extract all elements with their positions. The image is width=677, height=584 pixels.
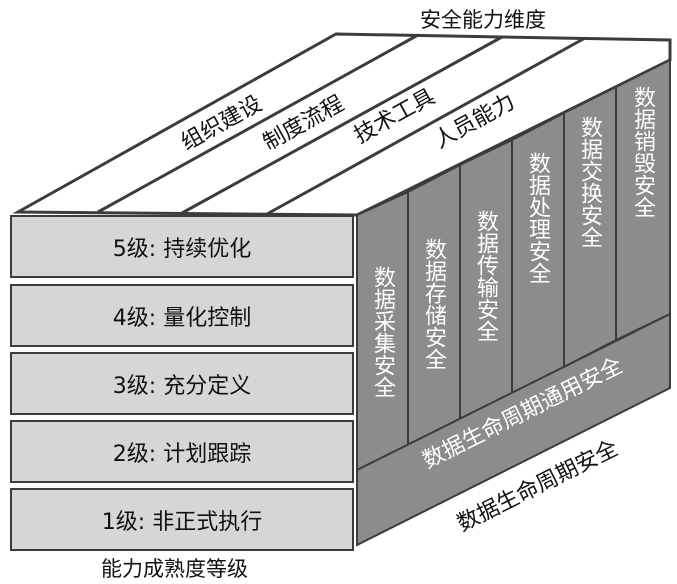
lifecycle-stage-label-6: 数据销毁安全 [630,86,656,218]
lifecycle-stage-label-3: 数据传输安全 [473,210,499,342]
top-divider-2 [181,35,503,215]
maturity-level-title: 能力成熟度等级 [101,557,248,581]
general-security-band [356,312,671,547]
top-divider-1 [97,33,419,214]
level-row-1: 1级: 非正式执行 [10,488,354,551]
lifecycle-stage-label-1: 数据采集安全 [370,266,396,398]
top-divider-3 [266,36,586,216]
level-row-4: 4级: 量化控制 [10,284,354,347]
level-row-5: 5级: 持续优化 [10,215,354,278]
level-label-3: 3级: 充分定义 [112,373,252,399]
level-label-4: 4级: 量化控制 [112,305,252,331]
level-row-2: 2级: 计划跟踪 [10,420,354,483]
lifecycle-stage-label-5: 数据交换安全 [577,116,603,248]
lifecycle-stage-label-2: 数据存储安全 [421,238,447,370]
security-dimension-title: 安全能力维度 [420,8,546,32]
level-label-5: 5级: 持续优化 [112,236,252,262]
level-label-2: 2级: 计划跟踪 [112,441,252,467]
lifecycle-stage-label-4: 数据处理安全 [525,152,551,284]
level-row-3: 3级: 充分定义 [10,352,354,415]
level-label-1: 1级: 非正式执行 [101,509,263,535]
